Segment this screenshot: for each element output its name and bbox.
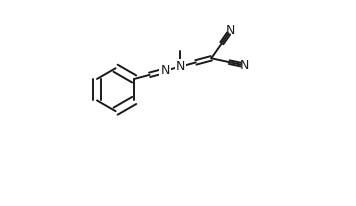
Text: N: N [176, 60, 185, 73]
Text: N: N [240, 59, 249, 72]
Text: N: N [226, 24, 235, 37]
Text: N: N [160, 64, 170, 77]
